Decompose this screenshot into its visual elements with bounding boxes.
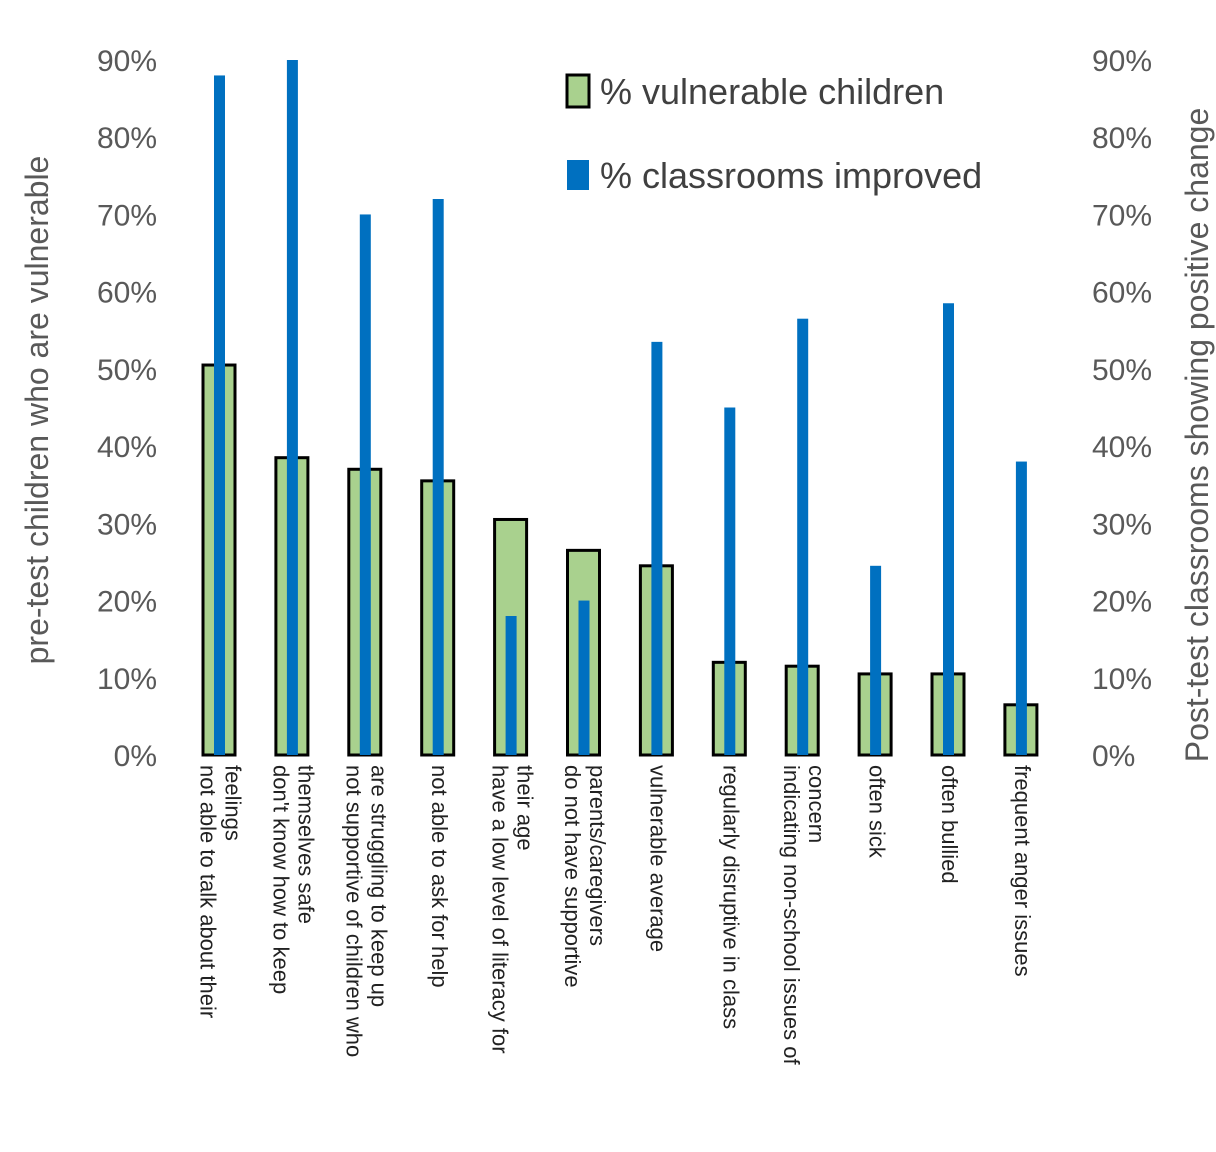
- legend-swatch-improved: [567, 160, 589, 190]
- left-tick-label: 20%: [97, 586, 157, 619]
- category-label: often bullied: [937, 765, 962, 884]
- category-label: not able to ask for help: [427, 765, 452, 988]
- category-label: feelings: [221, 765, 246, 841]
- left-tick-label: 80%: [97, 122, 157, 155]
- category-label: not able to talk about their: [196, 765, 221, 1018]
- category-label: do not have supportive: [560, 765, 585, 988]
- bar-improved: [870, 565, 882, 755]
- series-improved-bars: [214, 60, 1027, 755]
- legend: % vulnerable children % classrooms impro…: [565, 71, 982, 196]
- category-label: often sick: [864, 765, 889, 859]
- bar-improved: [286, 60, 298, 755]
- left-tick-label: 50%: [97, 354, 157, 387]
- right-tick-label: 80%: [1092, 122, 1152, 155]
- right-tick-label: 0%: [1092, 740, 1135, 773]
- category-label: not supportive of children who: [341, 765, 366, 1057]
- right-tick-label: 90%: [1092, 45, 1152, 78]
- bar-improved: [578, 600, 590, 755]
- bar-improved: [214, 75, 225, 755]
- category-label: frequent anger issues: [1010, 765, 1035, 977]
- bar-improved: [724, 407, 736, 755]
- bar-improved: [432, 199, 444, 755]
- category-label: themselves safe: [294, 765, 319, 924]
- category-label: their age: [512, 765, 537, 851]
- series-vulnerable-bars: [201, 363, 1039, 757]
- right-tick-label: 20%: [1092, 586, 1152, 619]
- left-axis: 0% 10% 20% 30% 40% 50% 60% 70% 80% 90%: [97, 45, 157, 773]
- category-label: vulnerable average: [646, 765, 671, 952]
- category-label: have a low level of literacy for: [487, 765, 512, 1054]
- legend-label-vulnerable: % vulnerable children: [600, 71, 944, 112]
- right-tick-label: 70%: [1092, 199, 1152, 232]
- left-tick-label: 40%: [97, 431, 157, 464]
- bar-improved: [797, 318, 809, 755]
- left-axis-title: pre-test children who are vulnerable: [19, 156, 55, 665]
- category-label: concern: [804, 765, 829, 843]
- right-tick-label: 30%: [1092, 508, 1152, 541]
- category-label: parents/caregivers: [585, 765, 610, 946]
- right-tick-label: 50%: [1092, 354, 1152, 387]
- bar-improved: [359, 214, 371, 755]
- left-tick-label: 60%: [97, 277, 157, 310]
- category-label: regularly disruptive in class: [718, 765, 743, 1029]
- category-label: indicating non-school issues of: [779, 765, 804, 1066]
- bar-improved: [651, 341, 663, 755]
- bar-improved: [1015, 461, 1027, 755]
- category-label: are struggling to keep up: [366, 765, 391, 1007]
- right-tick-label: 40%: [1092, 431, 1152, 464]
- left-tick-label: 30%: [97, 508, 157, 541]
- right-axis-title: Post-test classrooms showing positive ch…: [1179, 108, 1215, 763]
- right-axis: 0% 10% 20% 30% 40% 50% 60% 70% 80% 90%: [1092, 45, 1152, 773]
- bar-improved: [505, 616, 517, 755]
- left-tick-label: 10%: [97, 663, 157, 696]
- legend-label-improved: % classrooms improved: [600, 155, 982, 196]
- left-tick-label: 70%: [97, 199, 157, 232]
- left-tick-label: 90%: [97, 45, 157, 78]
- legend-swatch-vulnerable: [565, 73, 591, 109]
- category-label: don't know how to keep: [269, 765, 294, 994]
- right-tick-label: 10%: [1092, 663, 1152, 696]
- bar-improved: [943, 303, 954, 755]
- category-labels: not able to talk about their feelings don'…: [196, 765, 1035, 1066]
- right-tick-label: 60%: [1092, 277, 1152, 310]
- left-tick-label: 0%: [114, 740, 157, 773]
